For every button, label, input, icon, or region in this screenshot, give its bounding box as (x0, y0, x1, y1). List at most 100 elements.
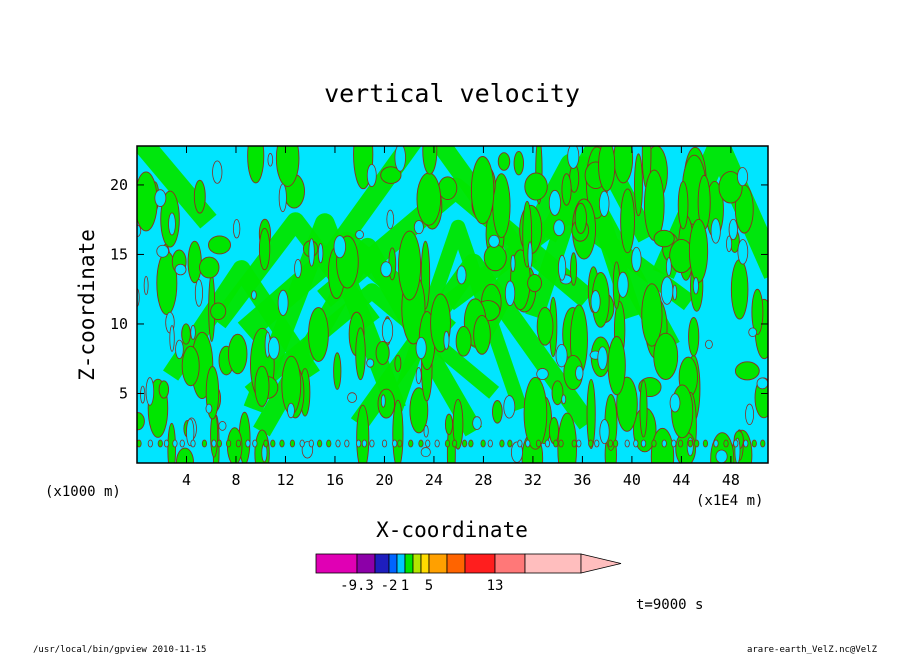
colorbar-segment (464, 553, 496, 574)
surface-cell (179, 439, 185, 448)
field-cell (688, 316, 700, 357)
field-cell (598, 146, 616, 192)
field-cell (483, 244, 507, 272)
field-pocket (443, 330, 450, 350)
y-tick-label: 10 (110, 315, 128, 333)
colorbar-segment (446, 553, 466, 574)
surface-cell (687, 439, 693, 448)
surface-cell (633, 439, 639, 448)
colorbar-label: 1 (401, 578, 409, 594)
field-cell (193, 179, 206, 214)
surface-cell (381, 439, 388, 448)
field-pocket (186, 418, 195, 447)
field-cell (158, 380, 170, 399)
field-pocket (715, 449, 728, 463)
field-pocket (575, 365, 584, 381)
field-pocket (728, 218, 738, 241)
field-pocket (386, 209, 395, 230)
field-pocket (558, 254, 567, 281)
surface-cell (677, 439, 684, 448)
surface-cell (760, 439, 766, 448)
x-tick-label: 8 (231, 471, 240, 489)
field-band (211, 212, 380, 329)
field-cell (167, 422, 176, 463)
colorbar-segment (404, 553, 414, 574)
field-pocket (168, 212, 176, 236)
field-cell (416, 172, 442, 226)
field-pocket (710, 218, 721, 244)
y-tick-label: 15 (110, 245, 128, 263)
field-cell (181, 345, 200, 387)
field-pocket (355, 230, 364, 240)
y-tick-label: 20 (110, 176, 128, 194)
field-pocket (553, 219, 565, 237)
field-pocket (267, 336, 280, 360)
field-pocket (597, 346, 608, 371)
x-tick-label: 20 (375, 471, 393, 489)
field-cell (718, 171, 743, 204)
x-tick-label: 36 (573, 471, 591, 489)
surface-cell (225, 439, 232, 448)
field-cell (620, 188, 635, 254)
field-pocket (278, 183, 287, 213)
colorbar-segment (374, 553, 390, 574)
field-cell (137, 171, 158, 232)
field-pocket (617, 271, 629, 298)
field-pocket (748, 327, 758, 338)
surface-cell (157, 439, 163, 448)
surface-cell (544, 439, 551, 448)
field-pocket (394, 146, 406, 172)
colorbar: -9.3 -2 1 5 13 (315, 553, 622, 594)
surface-cell (624, 439, 630, 448)
field-pocket (143, 275, 149, 296)
plot-frame (136, 145, 769, 464)
surface-cell (480, 439, 486, 448)
surface-cell (392, 439, 398, 448)
field-pocket (156, 244, 169, 258)
surface-cell (743, 439, 749, 448)
surface-cell (263, 439, 269, 448)
field-pocket (745, 403, 755, 426)
surface-cell (571, 439, 577, 448)
field-pocket (174, 263, 187, 276)
surface-cell (461, 439, 468, 448)
surface-cell (713, 439, 719, 448)
field-pocket (205, 403, 213, 414)
surface-cell (535, 439, 542, 448)
x-tick-label: 16 (326, 471, 344, 489)
field-pocket (347, 392, 358, 403)
field-cell (639, 379, 648, 438)
surface-cell (451, 439, 458, 448)
field-pocket (380, 394, 386, 408)
colorbar-label: -2 (381, 578, 398, 594)
surface-cell (289, 439, 296, 448)
field-cell (616, 376, 638, 432)
field-cell (551, 380, 564, 406)
surface-cell (163, 439, 170, 448)
x-axis-unit: (x1000 m) (45, 484, 121, 500)
colorbar-label: -9.3 (340, 578, 374, 594)
surface-cell (245, 439, 251, 448)
surface-cell (751, 439, 757, 448)
field-cell (181, 323, 191, 345)
surface-cell (299, 439, 305, 448)
surface-cell (344, 439, 350, 448)
field-pocket (488, 234, 500, 248)
field-cell (275, 146, 300, 187)
field-pocket (599, 190, 610, 217)
field-pocket (140, 385, 146, 404)
surface-cell (588, 439, 594, 448)
surface-cell (553, 439, 559, 448)
field-pocket (665, 257, 672, 277)
field-cell (536, 307, 554, 346)
field-band (137, 146, 217, 229)
x-tick-label: 32 (524, 471, 542, 489)
surface-cell (308, 439, 314, 448)
field-pocket (415, 336, 427, 360)
colorbar-segment (388, 553, 398, 574)
field-cell (438, 176, 458, 201)
field-pocket (287, 402, 295, 419)
field-cell (641, 283, 663, 347)
field-pocket (333, 235, 346, 259)
field-cell (557, 412, 577, 463)
